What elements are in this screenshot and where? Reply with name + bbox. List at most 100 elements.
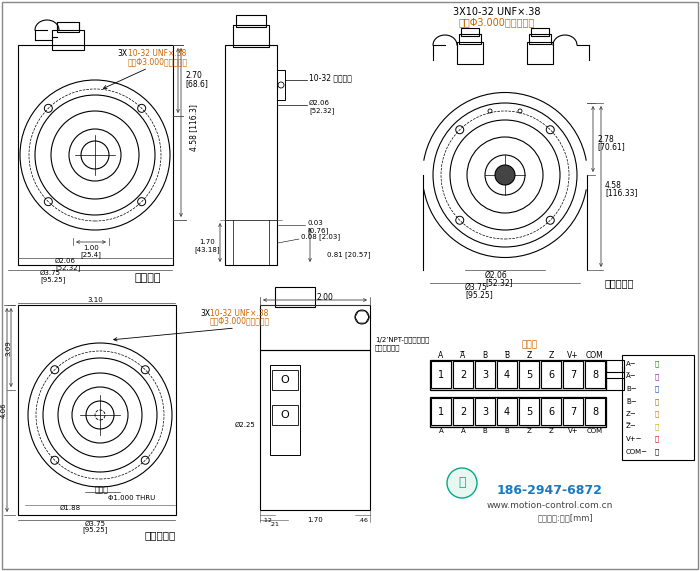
- Text: 0.81 [20.57]: 0.81 [20.57]: [327, 252, 370, 258]
- Bar: [453, 361, 473, 388]
- Text: [95.25]: [95.25]: [40, 276, 65, 283]
- Bar: [541, 361, 561, 388]
- Text: [0.76]: [0.76]: [307, 228, 328, 234]
- Bar: [497, 361, 517, 388]
- Text: www.motion-control.com.cn: www.motion-control.com.cn: [486, 501, 613, 509]
- Text: 0.03: 0.03: [307, 220, 323, 226]
- Bar: [497, 398, 517, 425]
- Text: Z−: Z−: [626, 411, 637, 417]
- Text: A: A: [439, 428, 443, 434]
- Text: 4.58 [116.3]: 4.58 [116.3]: [189, 104, 198, 151]
- Text: [52.32]: [52.32]: [55, 264, 80, 271]
- Text: 1/2’NPT-典型两端提供: 1/2’NPT-典型两端提供: [375, 337, 429, 343]
- Bar: [52, 30, 84, 50]
- Text: 5: 5: [526, 370, 532, 380]
- Text: COM: COM: [587, 428, 603, 434]
- Text: Z̅: Z̅: [549, 428, 554, 434]
- Text: A−: A−: [626, 361, 636, 367]
- Text: 0.08 [2.03]: 0.08 [2.03]: [301, 234, 340, 240]
- Bar: [272, 405, 298, 425]
- Text: 2.70: 2.70: [185, 70, 202, 79]
- Text: 1.70: 1.70: [307, 517, 323, 523]
- Text: 1: 1: [438, 370, 444, 380]
- Bar: [529, 34, 551, 44]
- Text: A̅−: A̅−: [626, 373, 636, 380]
- Text: 10-32 夹紧螺钉: 10-32 夹紧螺钉: [309, 74, 352, 82]
- Text: B̅: B̅: [505, 351, 510, 360]
- Text: [25.4]: [25.4]: [80, 252, 101, 258]
- Text: V+: V+: [567, 351, 579, 360]
- Text: 深在Φ3.000螺栓圆周上: 深在Φ3.000螺栓圆周上: [128, 58, 188, 66]
- Text: 3X10-32 UNF×.38: 3X10-32 UNF×.38: [454, 7, 540, 17]
- Text: 3: 3: [482, 407, 488, 417]
- Bar: [430, 360, 606, 390]
- Text: 3X: 3X: [117, 49, 127, 58]
- Text: 1: 1: [438, 407, 444, 417]
- Bar: [272, 370, 298, 390]
- Bar: [563, 361, 583, 388]
- Bar: [475, 361, 495, 388]
- Text: 标准外壳: 标准外壳: [134, 273, 161, 283]
- Text: 紫: 紫: [655, 373, 659, 380]
- Text: [116.33]: [116.33]: [605, 188, 638, 198]
- Bar: [475, 398, 495, 425]
- Bar: [606, 360, 624, 372]
- Text: 轴夹紧: 轴夹紧: [95, 485, 109, 494]
- Bar: [457, 42, 483, 64]
- Bar: [519, 398, 539, 425]
- Text: [95.25]: [95.25]: [465, 291, 493, 300]
- Text: 绿: 绿: [655, 361, 659, 367]
- Text: B−: B−: [626, 386, 636, 392]
- Bar: [453, 398, 473, 425]
- Text: 3: 3: [482, 370, 488, 380]
- Text: 尺寸单位:英寸[mm]: 尺寸单位:英寸[mm]: [537, 513, 593, 522]
- Text: V+−: V+−: [626, 436, 643, 442]
- Bar: [233, 25, 269, 47]
- Bar: [461, 28, 479, 36]
- Bar: [57, 22, 79, 32]
- Text: Z: Z: [526, 351, 531, 360]
- Text: A̅: A̅: [461, 351, 466, 360]
- Bar: [236, 15, 266, 27]
- Text: 端子盒输出: 端子盒输出: [144, 530, 176, 540]
- Text: B̅−: B̅−: [626, 399, 636, 404]
- Bar: [531, 28, 549, 36]
- Text: 10-32 UNF×.38: 10-32 UNF×.38: [128, 49, 186, 58]
- Text: 博: 博: [458, 477, 466, 489]
- Text: 5: 5: [526, 407, 532, 417]
- Text: 4.58: 4.58: [605, 180, 622, 190]
- Text: [52.32]: [52.32]: [309, 107, 335, 114]
- Text: 8: 8: [592, 407, 598, 417]
- Bar: [527, 42, 553, 64]
- Text: [95.25]: [95.25]: [83, 526, 108, 533]
- Circle shape: [495, 165, 515, 185]
- Bar: [585, 398, 605, 425]
- Text: O: O: [281, 410, 289, 420]
- Text: 2: 2: [460, 407, 466, 417]
- Text: V+: V+: [568, 428, 578, 434]
- Text: Ø2.06: Ø2.06: [55, 258, 76, 264]
- Text: [52.32]: [52.32]: [485, 279, 512, 288]
- Text: 6: 6: [548, 407, 554, 417]
- Bar: [563, 398, 583, 425]
- Text: COM−: COM−: [626, 448, 648, 455]
- Text: Z: Z: [526, 428, 531, 434]
- Text: 2.78: 2.78: [597, 135, 614, 143]
- Bar: [541, 398, 561, 425]
- Text: COM: COM: [586, 351, 604, 360]
- Bar: [18, 45, 173, 265]
- Bar: [431, 398, 451, 425]
- Bar: [270, 365, 300, 455]
- Text: O: O: [281, 375, 289, 385]
- Bar: [430, 397, 606, 427]
- Bar: [18, 305, 176, 515]
- Text: .46: .46: [358, 517, 368, 522]
- Text: [68.6]: [68.6]: [185, 79, 208, 89]
- Bar: [277, 70, 285, 100]
- Text: .21: .21: [269, 522, 279, 528]
- Bar: [260, 305, 370, 350]
- Text: 1.70: 1.70: [199, 239, 215, 245]
- Text: 兰: 兰: [655, 385, 659, 392]
- Bar: [260, 350, 370, 510]
- Text: A̅: A̅: [461, 428, 466, 434]
